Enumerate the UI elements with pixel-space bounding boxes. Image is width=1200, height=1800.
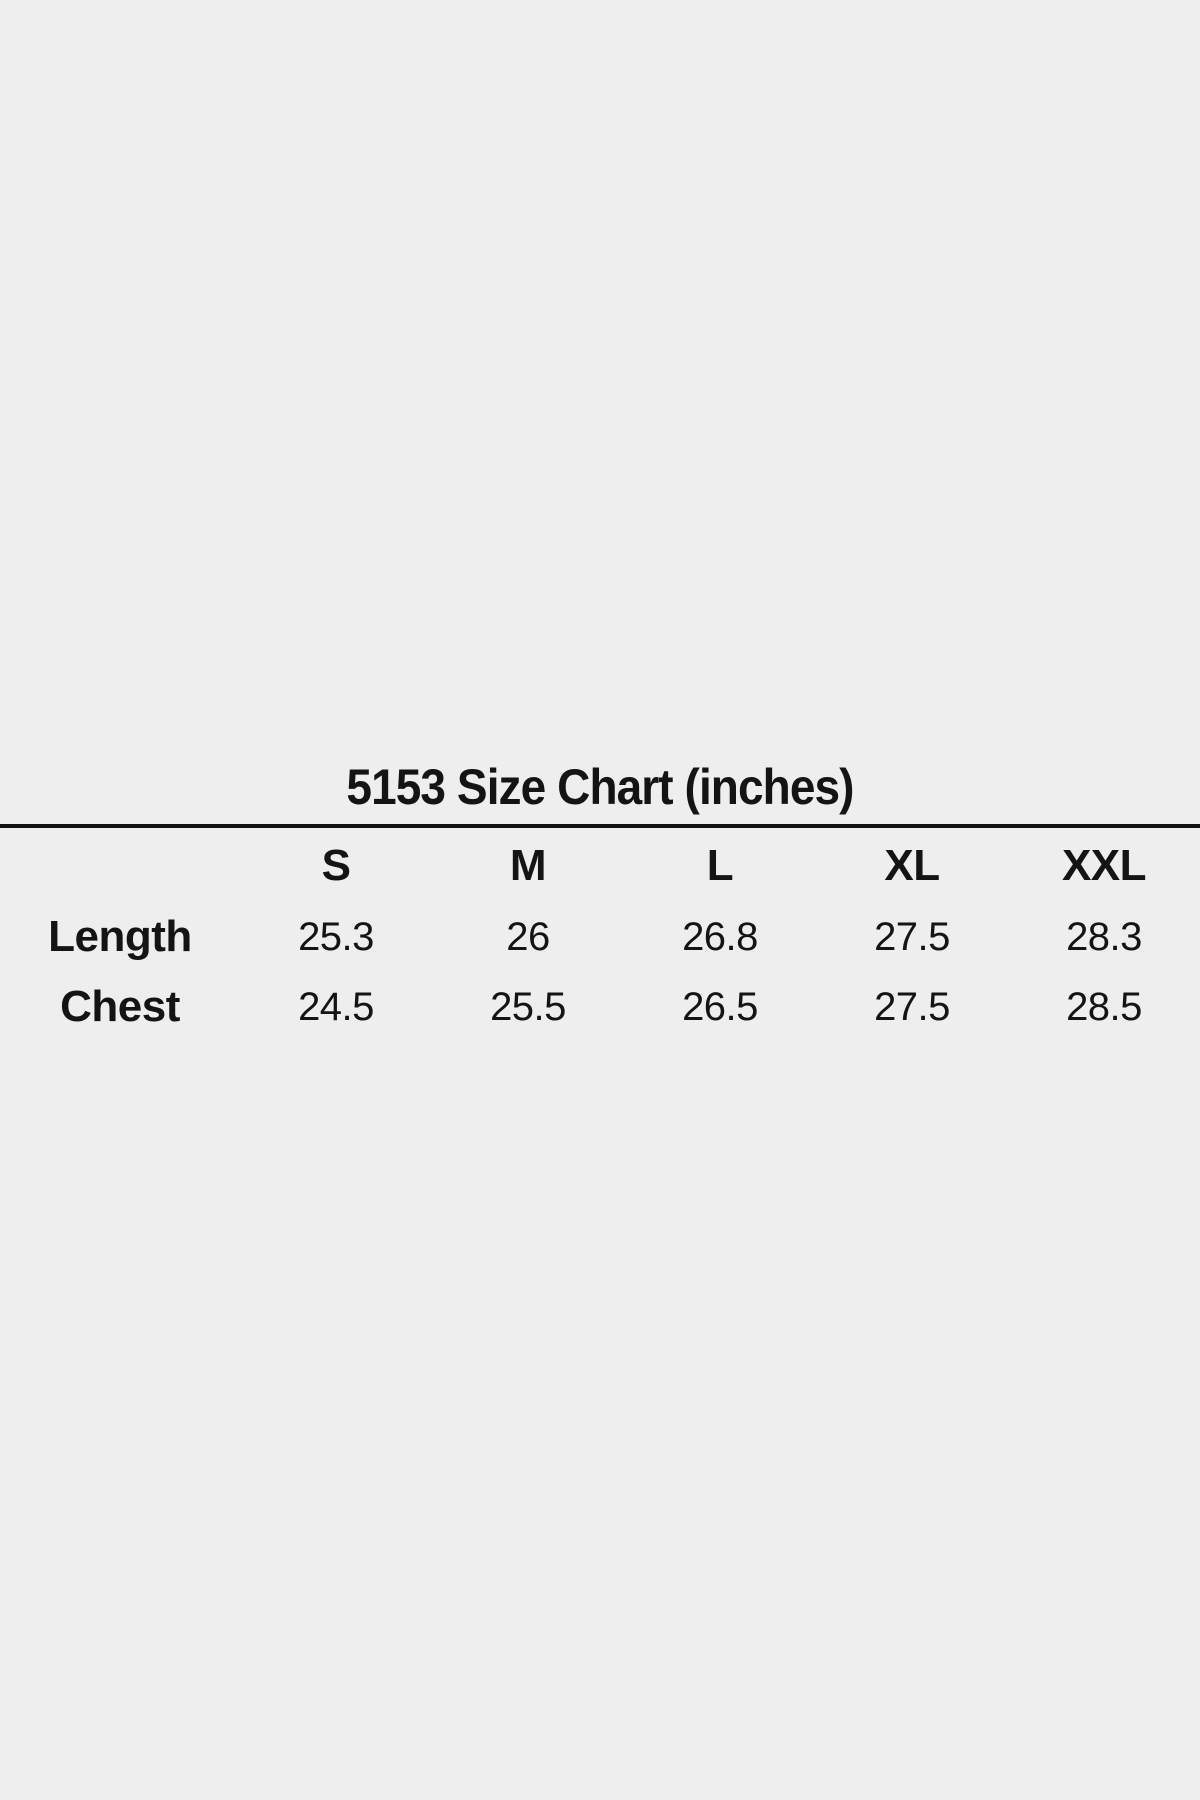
chest-value-m: 25.5 — [490, 984, 566, 1029]
size-header-row: S M L XL XXL — [0, 830, 1200, 902]
length-value-xxl: 28.3 — [1066, 914, 1142, 959]
size-chart-table: S M L XL XXL Length 25.3 26 26.8 27.5 28… — [0, 830, 1200, 1042]
column-header-xl: XL — [884, 841, 940, 890]
chest-value-xxl: 28.5 — [1066, 984, 1142, 1029]
corner-cell — [0, 830, 240, 902]
length-value-s: 25.3 — [298, 914, 374, 959]
row-label-chest: Chest — [60, 982, 180, 1031]
length-value-xl: 27.5 — [874, 914, 950, 959]
chest-value-l: 26.5 — [682, 984, 758, 1029]
size-chart-title: 5153 Size Chart (inches) — [346, 759, 854, 815]
chest-value-xl: 27.5 — [874, 984, 950, 1029]
column-header-xxl: XXL — [1061, 841, 1147, 890]
length-value-l: 26.8 — [682, 914, 758, 959]
table-row-chest: Chest 24.5 25.5 26.5 27.5 28.5 — [0, 972, 1200, 1042]
title-divider-line — [0, 824, 1200, 828]
column-header-m: M — [509, 841, 547, 890]
column-header-l: L — [706, 841, 734, 890]
table-row-length: Length 25.3 26 26.8 27.5 28.3 — [0, 902, 1200, 972]
length-value-m: 26 — [506, 914, 550, 959]
column-header-s: S — [321, 841, 351, 890]
row-label-length: Length — [48, 912, 192, 961]
chest-value-s: 24.5 — [298, 984, 374, 1029]
